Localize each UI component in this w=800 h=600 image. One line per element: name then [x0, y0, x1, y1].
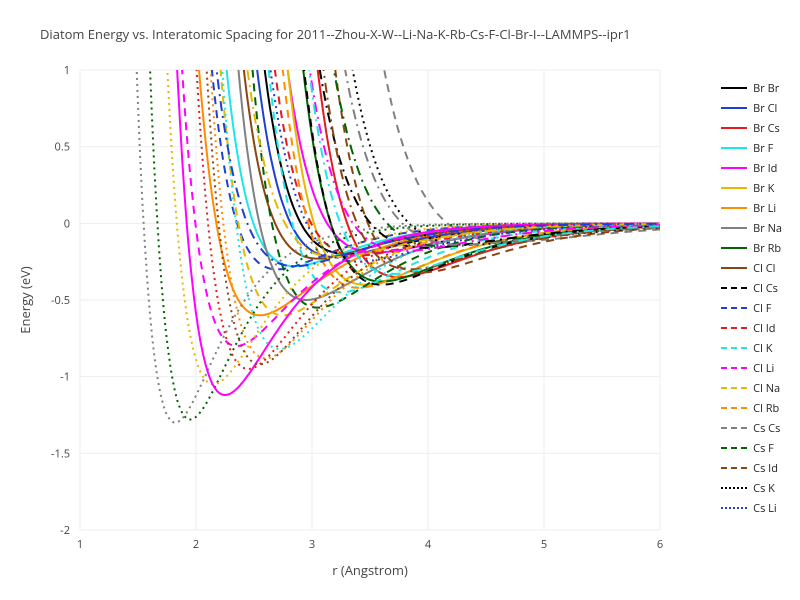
legend-swatch: [721, 327, 747, 329]
legend-item[interactable]: Cs Id: [721, 458, 782, 478]
legend-label: Br Li: [753, 201, 776, 216]
legend-swatch: [721, 167, 747, 169]
legend-label: Cs K: [753, 481, 775, 496]
legend-item[interactable]: Cl Li: [721, 358, 782, 378]
legend-label: Cl Cs: [753, 281, 778, 296]
legend-item[interactable]: Br Id: [721, 158, 782, 178]
svg-text:0.5: 0.5: [55, 140, 70, 155]
legend-label: Cs Id: [753, 461, 778, 476]
y-axis-label: Energy (eV): [16, 266, 34, 334]
legend-swatch: [721, 427, 747, 429]
legend-swatch: [721, 287, 747, 289]
legend-item[interactable]: Cl K: [721, 338, 782, 358]
svg-text:1: 1: [64, 63, 70, 78]
legend-item[interactable]: Br Li: [721, 198, 782, 218]
legend-swatch: [721, 307, 747, 309]
legend-item[interactable]: Cs K: [721, 478, 782, 498]
legend-label: Cs F: [753, 441, 774, 456]
legend-item[interactable]: Cl Cl: [721, 258, 782, 278]
legend-label: Cl Cl: [753, 261, 775, 276]
legend-label: Br F: [753, 141, 773, 156]
legend-item[interactable]: Br Br: [721, 78, 782, 98]
legend-label: Br Id: [753, 161, 777, 176]
legend-item[interactable]: Cs Li: [721, 498, 782, 518]
chart-container: Diatom Energy vs. Interatomic Spacing fo…: [0, 0, 800, 600]
svg-text:2: 2: [193, 537, 199, 552]
svg-text:6: 6: [657, 537, 663, 552]
legend-label: Cl Li: [753, 361, 774, 376]
legend-label: Br Br: [753, 81, 779, 96]
legend-swatch: [721, 87, 747, 89]
legend-swatch: [721, 107, 747, 109]
legend-item[interactable]: Cs F: [721, 438, 782, 458]
svg-text:3: 3: [309, 537, 315, 552]
svg-text:4: 4: [425, 537, 432, 552]
legend-swatch: [721, 247, 747, 249]
legend-swatch: [721, 507, 747, 509]
legend-swatch: [721, 467, 747, 469]
legend-swatch: [721, 207, 747, 209]
legend-item[interactable]: Br F: [721, 138, 782, 158]
legend-item[interactable]: Cs Cs: [721, 418, 782, 438]
legend-swatch: [721, 347, 747, 349]
legend-item[interactable]: Br Cs: [721, 118, 782, 138]
x-axis-label: r (Angstrom): [332, 561, 408, 579]
svg-text:1: 1: [77, 537, 83, 552]
legend-item[interactable]: Br K: [721, 178, 782, 198]
legend-label: Br Na: [753, 221, 782, 236]
legend-label: Br K: [753, 181, 774, 196]
chart-title: Diatom Energy vs. Interatomic Spacing fo…: [40, 25, 631, 43]
legend-swatch: [721, 187, 747, 189]
legend-label: Cs Li: [753, 501, 777, 516]
legend-item[interactable]: Br Rb: [721, 238, 782, 258]
legend-label: Cl Id: [753, 321, 775, 336]
legend-swatch: [721, 447, 747, 449]
legend-label: Cs Cs: [753, 421, 780, 436]
legend-item[interactable]: Cl Cs: [721, 278, 782, 298]
svg-text:-1: -1: [60, 370, 70, 385]
legend-label: Cl Rb: [753, 401, 779, 416]
legend-swatch: [721, 487, 747, 489]
svg-text:-2: -2: [60, 523, 70, 538]
legend-label: Cl F: [753, 301, 771, 316]
svg-text:-0.5: -0.5: [51, 293, 70, 308]
legend: Br Br Br Cl Br Cs Br F Br Id Br K Br Li Br Na Br…: [721, 78, 782, 518]
legend-item[interactable]: Cl Rb: [721, 398, 782, 418]
legend-swatch: [721, 127, 747, 129]
legend-item[interactable]: Cl F: [721, 298, 782, 318]
legend-item[interactable]: Br Na: [721, 218, 782, 238]
legend-swatch: [721, 407, 747, 409]
legend-swatch: [721, 267, 747, 269]
legend-label: Br Rb: [753, 241, 781, 256]
legend-label: Br Cl: [753, 101, 777, 116]
svg-text:5: 5: [541, 537, 547, 552]
plot-svg: -2 -1.5 -1 -0.5 0 0.5 1 1 2 3 4 5 6 r (Angstrom) Energ…: [0, 0, 800, 600]
legend-item[interactable]: Br Cl: [721, 98, 782, 118]
legend-swatch: [721, 387, 747, 389]
legend-item[interactable]: Cl Na: [721, 378, 782, 398]
legend-swatch: [721, 227, 747, 229]
legend-swatch: [721, 367, 747, 369]
legend-label: Br Cs: [753, 121, 780, 136]
legend-label: Cl Na: [753, 381, 780, 396]
svg-text:-1.5: -1.5: [51, 446, 70, 461]
legend-item[interactable]: Cl Id: [721, 318, 782, 338]
svg-text:0: 0: [64, 216, 70, 231]
legend-label: Cl K: [753, 341, 772, 356]
legend-swatch: [721, 147, 747, 149]
